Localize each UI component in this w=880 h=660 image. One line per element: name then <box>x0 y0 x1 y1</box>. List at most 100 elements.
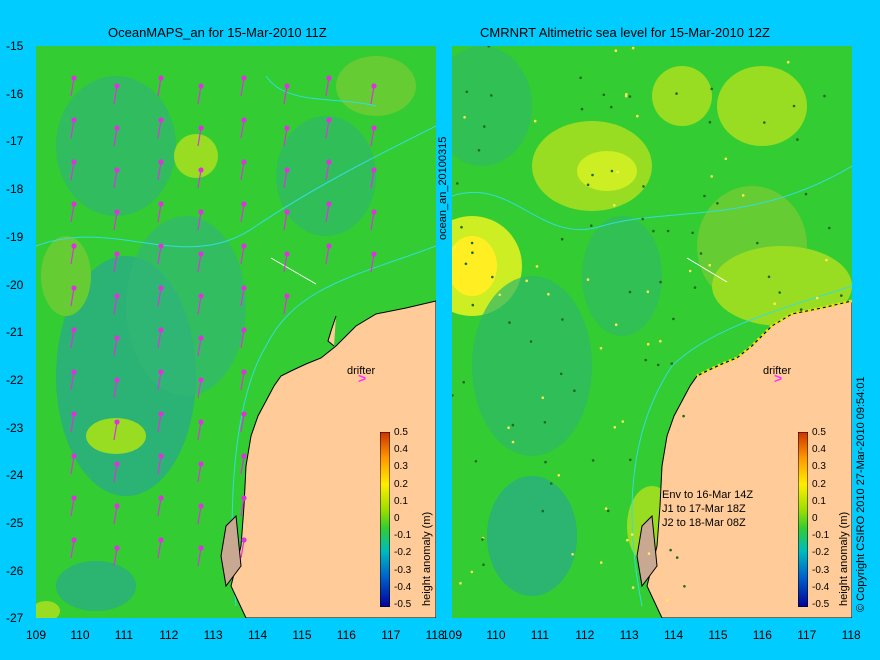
altimetry-point <box>688 269 692 273</box>
current-arrow <box>197 295 202 315</box>
altimetry-point <box>579 76 582 80</box>
colorbar-tick-label: 0.2 <box>394 478 408 490</box>
current-arrow-head <box>114 461 120 467</box>
y-tick-label: -25 <box>6 516 24 530</box>
altimetry-point <box>507 426 510 430</box>
altimetry-point <box>453 246 457 249</box>
altimetry-point <box>631 46 635 50</box>
altimetry-point <box>703 194 706 198</box>
current-arrow <box>70 287 75 307</box>
altimetry-point <box>481 538 484 541</box>
current-arrow-head <box>241 369 247 375</box>
copyright-text: © Copyright CSIRO 2010 27-Mar-2010 09:54… <box>855 376 867 612</box>
current-arrow-head <box>371 251 377 257</box>
altimetry-point <box>470 570 474 574</box>
current-arrow <box>283 253 288 273</box>
y-tick-label: -15 <box>6 39 24 53</box>
colorbar-tick-label: 0.4 <box>394 444 408 456</box>
altimetry-point <box>482 563 485 566</box>
altimetry-point <box>666 599 669 602</box>
current-arrow <box>197 127 202 147</box>
altimetry-point <box>571 553 574 556</box>
colorbar-tick-label: -0.1 <box>394 530 412 542</box>
altimetry-point <box>602 93 606 97</box>
current-arrow-head <box>158 411 164 417</box>
current-arrow <box>197 253 202 273</box>
altimetry-point <box>669 548 672 552</box>
altimetry-point <box>614 323 618 327</box>
side-label: ocean_an_20100315 <box>437 136 449 240</box>
current-arrow <box>370 127 375 147</box>
current-arrow <box>283 169 288 189</box>
right-panel-title: CMRNRT Altimetric sea level for 15-Mar-2… <box>480 25 770 40</box>
current-arrow-head <box>158 327 164 333</box>
left-drifter-label: drifter <box>347 365 376 377</box>
altimetry-point <box>628 290 632 294</box>
right-map: > <box>452 46 852 618</box>
colorbar-tick-label: -0.4 <box>394 581 412 593</box>
current-arrow <box>325 245 330 265</box>
current-arrow <box>240 413 245 433</box>
y-tick-label: -24 <box>6 468 24 483</box>
altimetry-point <box>610 169 614 173</box>
current-arrow-head <box>371 125 377 131</box>
current-arrow-head <box>198 377 204 383</box>
current-arrow <box>370 85 375 105</box>
altimetry-point <box>693 286 697 289</box>
altimetry-point <box>508 321 511 324</box>
altimetry-point <box>541 396 545 400</box>
y-tick-label: -27 <box>6 611 24 626</box>
altimetry-point <box>792 104 796 108</box>
current-arrow-head <box>241 201 247 207</box>
altimetry-point <box>786 60 790 64</box>
current-arrow-head <box>198 545 204 551</box>
current-arrow <box>325 203 330 223</box>
current-arrow-head <box>326 243 332 249</box>
current-arrow-head <box>198 335 204 341</box>
altimetry-point <box>543 421 547 424</box>
altimetry-point <box>614 49 618 52</box>
colorbar-tick-label: 0 <box>812 513 818 524</box>
altimetry-point <box>621 420 625 423</box>
current-arrow <box>70 203 75 223</box>
current-arrow-head <box>371 167 377 173</box>
altimetry-point <box>511 440 515 444</box>
x-tick-label: 114 <box>248 628 268 642</box>
current-arrow-head <box>284 209 290 215</box>
current-arrow <box>240 497 245 517</box>
colorbar-tick-label: -0.5 <box>394 599 412 610</box>
current-arrow <box>197 421 202 441</box>
current-arrow-head <box>198 461 204 467</box>
current-arrow <box>157 539 162 559</box>
current-arrow <box>370 211 375 231</box>
altimetry-point <box>591 173 594 177</box>
current-arrow-head <box>114 167 120 173</box>
current-arrow <box>113 379 118 399</box>
altimetry-point <box>741 194 745 197</box>
altimetry-point <box>644 358 647 362</box>
current-arrow <box>113 169 118 189</box>
current-arrow-head <box>326 75 332 81</box>
altimetry-point <box>544 460 547 464</box>
current-arrow <box>70 413 75 433</box>
legend-line-j2: J2 to 18-Mar 08Z <box>662 517 746 529</box>
current-arrow-head <box>158 201 164 207</box>
current-arrow <box>70 371 75 391</box>
current-arrow-head <box>158 117 164 123</box>
altimetry-point <box>586 183 590 187</box>
current-arrow-head <box>71 411 77 417</box>
current-arrow-head <box>71 453 77 459</box>
altimetry-point <box>659 339 662 343</box>
altimetry-point <box>646 342 650 346</box>
current-arrow-head <box>371 209 377 215</box>
current-arrow <box>240 287 245 307</box>
current-arrow-head <box>158 75 164 81</box>
current-arrow-head <box>198 167 204 173</box>
altimetry-point <box>487 46 491 48</box>
current-arrow-head <box>114 293 120 299</box>
current-arrow-head <box>114 335 120 341</box>
colorbar-tick-label: 0.2 <box>812 478 826 490</box>
altimetry-point <box>491 275 494 279</box>
current-arrow <box>197 463 202 483</box>
current-arrow <box>113 337 118 357</box>
